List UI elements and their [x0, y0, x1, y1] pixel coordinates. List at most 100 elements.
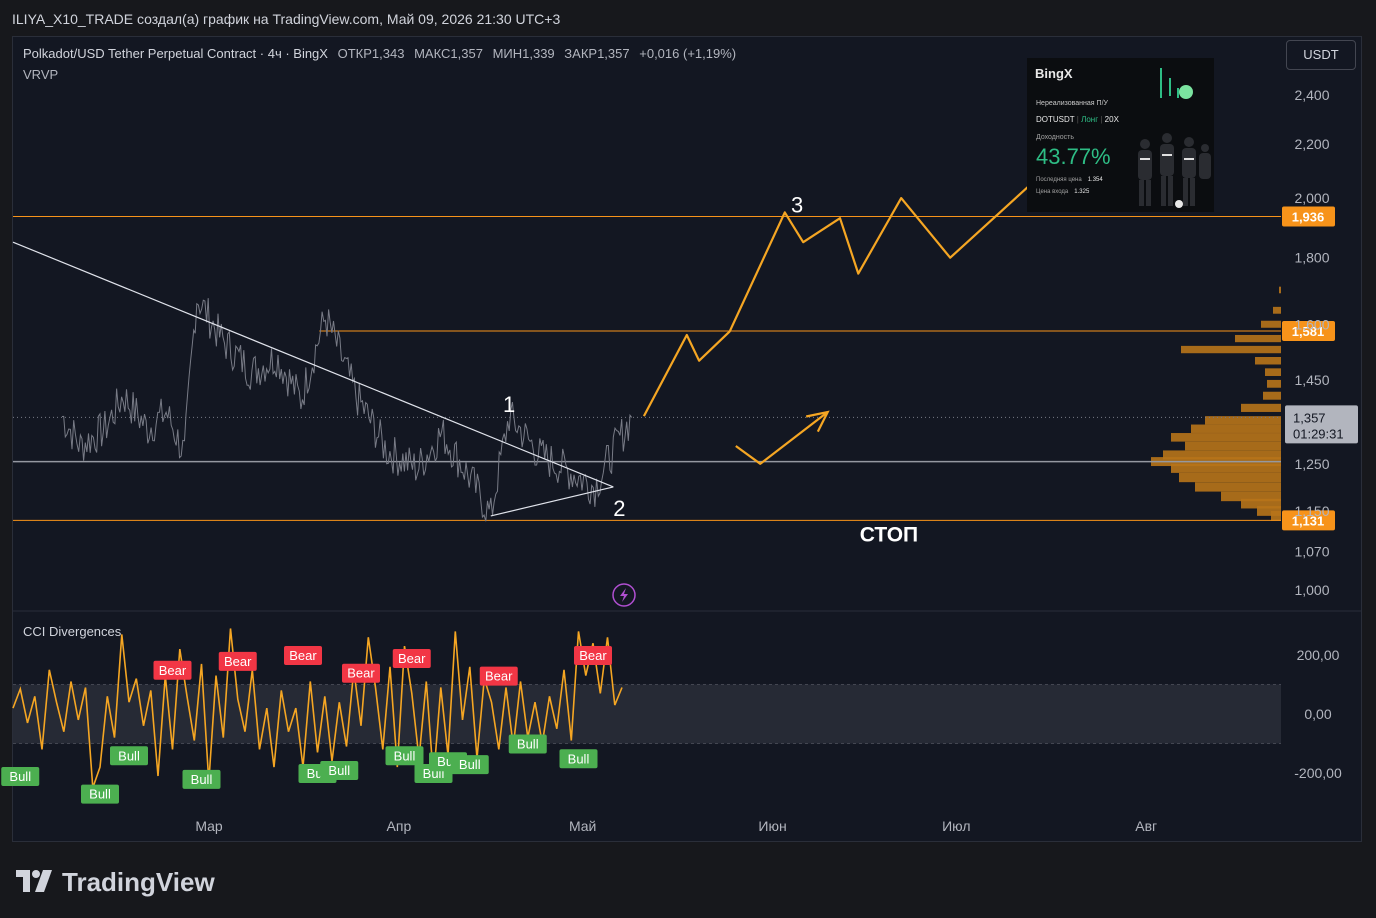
bull-marker-label: Bull: [459, 757, 481, 772]
tradingview-logo[interactable]: TradingView: [16, 866, 215, 897]
bear-marker-label: Bear: [289, 648, 317, 663]
bear-marker: [479, 666, 518, 686]
low-label: МИН: [492, 46, 523, 61]
position-leverage: 20X: [1104, 115, 1119, 124]
chart-credit: ILIYA_X10_TRADE создал(а) график на Trad…: [12, 11, 561, 27]
bingx-logo: BingX: [1035, 66, 1073, 81]
bear-marker-label: Bear: [347, 666, 375, 681]
tradingview-logo-icon: [16, 870, 52, 892]
time-axis-label: Июн: [758, 818, 786, 834]
position-pair: DOTUSDT: [1036, 115, 1075, 124]
price-axis-label: 1,800: [1294, 250, 1329, 266]
price-axis-label: 1,600: [1294, 316, 1329, 332]
price-level-label-1: 1,581: [1292, 324, 1325, 339]
bull-marker-label: Bull: [568, 751, 590, 766]
bear-marker-label: Bear: [579, 648, 607, 663]
cci-indicator-label[interactable]: CCI Divergences: [23, 624, 122, 639]
volume-profile: [1151, 286, 1281, 521]
bear-marker: [284, 646, 322, 665]
volume-profile-bar: [1221, 491, 1281, 502]
price-axis-label: 1,250: [1294, 456, 1329, 472]
price-axis-label: 2,000: [1294, 190, 1329, 206]
time-axis-label: Авг: [1135, 818, 1157, 834]
volume-profile-bar: [1235, 334, 1281, 343]
close-value: 1,357: [597, 46, 630, 61]
last-price-tag: [1285, 405, 1358, 444]
volume-profile-bar: [1181, 345, 1281, 354]
bull-marker-label: Bull: [191, 772, 213, 787]
price-level-tag-0: [1282, 206, 1335, 227]
bull-marker-label: Bull: [394, 748, 416, 763]
bull-marker: [508, 734, 547, 754]
bingx-pnl-card: BingX Нереализованная П/У DOTUSDT | Лонг…: [1027, 58, 1214, 212]
bull-marker-label: Bull: [118, 748, 140, 763]
open-label: ОТКР: [337, 46, 372, 61]
last-price-label: Последняя цена: [1036, 177, 1082, 183]
bull-marker: [450, 755, 489, 775]
volume-profile-bar: [1263, 391, 1281, 400]
time-axis-label: Июл: [942, 818, 970, 834]
last-price-value: 1.354: [1087, 177, 1103, 183]
volume-profile-bar: [1265, 368, 1281, 376]
volume-profile-bar: [1271, 510, 1281, 521]
volume-profile-bar: [1195, 482, 1281, 492]
bear-marker-label: Bear: [485, 669, 513, 684]
bull-marker: [81, 784, 119, 804]
volume-profile-bar: [1261, 320, 1281, 328]
price-level-label-0: 1,936: [1292, 209, 1325, 224]
projection-alternate-head: [805, 410, 830, 433]
yield-label: Доходность: [1036, 134, 1074, 141]
currency-button[interactable]: USDT: [1286, 40, 1356, 70]
wave-label-3: 3: [791, 192, 803, 217]
bear-marker: [342, 663, 380, 683]
position-summary: DOTUSDT | Лонг | 20X: [1036, 115, 1119, 124]
bull-marker: [320, 761, 359, 781]
change-value: +0,016 (+1,19%): [639, 46, 737, 61]
symbol-name[interactable]: Polkadot/USD Tether Perpetual Contract ·…: [23, 46, 328, 61]
close-label: ЗАКР: [564, 46, 598, 61]
bear-marker: [574, 646, 612, 665]
volume-profile-bar: [1171, 463, 1281, 473]
bear-marker: [153, 660, 192, 680]
trendline-1: [490, 486, 614, 517]
bear-marker: [218, 651, 257, 671]
bull-marker-label: Bull: [89, 787, 111, 802]
bull-marker-label: Bull: [517, 737, 539, 752]
volume-profile-bar: [1241, 498, 1281, 509]
price-level-tag-1: [1282, 321, 1335, 342]
price-axis-label: 1,450: [1294, 372, 1329, 388]
unrealized-label: Нереализованная П/У: [1036, 100, 1108, 107]
volume-profile-bar: [1257, 506, 1281, 516]
entry-price-value: 1.325: [1074, 189, 1090, 195]
wave-label-2: 2: [613, 496, 625, 521]
bull-marker: [110, 746, 148, 766]
volume-profile-bar: [1163, 450, 1281, 460]
lightning-icon-bolt: [620, 588, 628, 602]
entry-price-row: Цена входа 1.325: [1036, 189, 1089, 195]
projection-main: [642, 89, 1135, 417]
price-axis-label: 1,150: [1294, 503, 1329, 519]
cci-axis-label: -200,00: [1294, 765, 1342, 781]
trendline-0: [12, 241, 614, 488]
players-illustration: [1131, 128, 1213, 210]
wave-label-1: 1: [503, 392, 515, 417]
time-axis-label: Мар: [195, 818, 223, 834]
last-price-row: Последняя цена 1.354: [1036, 177, 1103, 183]
volume-profile-bar: [1273, 306, 1281, 314]
bull-marker: [385, 746, 424, 766]
volume-profile-bar: [1241, 403, 1281, 412]
volume-profile-bar: [1191, 424, 1281, 433]
vrvp-indicator-label[interactable]: VRVP: [23, 67, 59, 82]
open-value: 1,343: [371, 46, 405, 61]
low-value: 1,339: [522, 46, 555, 61]
time-axis-label: Май: [569, 818, 596, 834]
bull-marker: [559, 749, 598, 769]
price-axis-label: 2,400: [1294, 87, 1329, 103]
volume-profile-bar: [1171, 433, 1281, 442]
price-axis-label: 2,200: [1294, 136, 1329, 152]
yield-value: 43.77%: [1036, 144, 1111, 169]
volume-profile-bar: [1267, 379, 1281, 388]
volume-profile-bar: [1255, 357, 1281, 365]
entry-price-label: Цена входа: [1036, 189, 1069, 195]
